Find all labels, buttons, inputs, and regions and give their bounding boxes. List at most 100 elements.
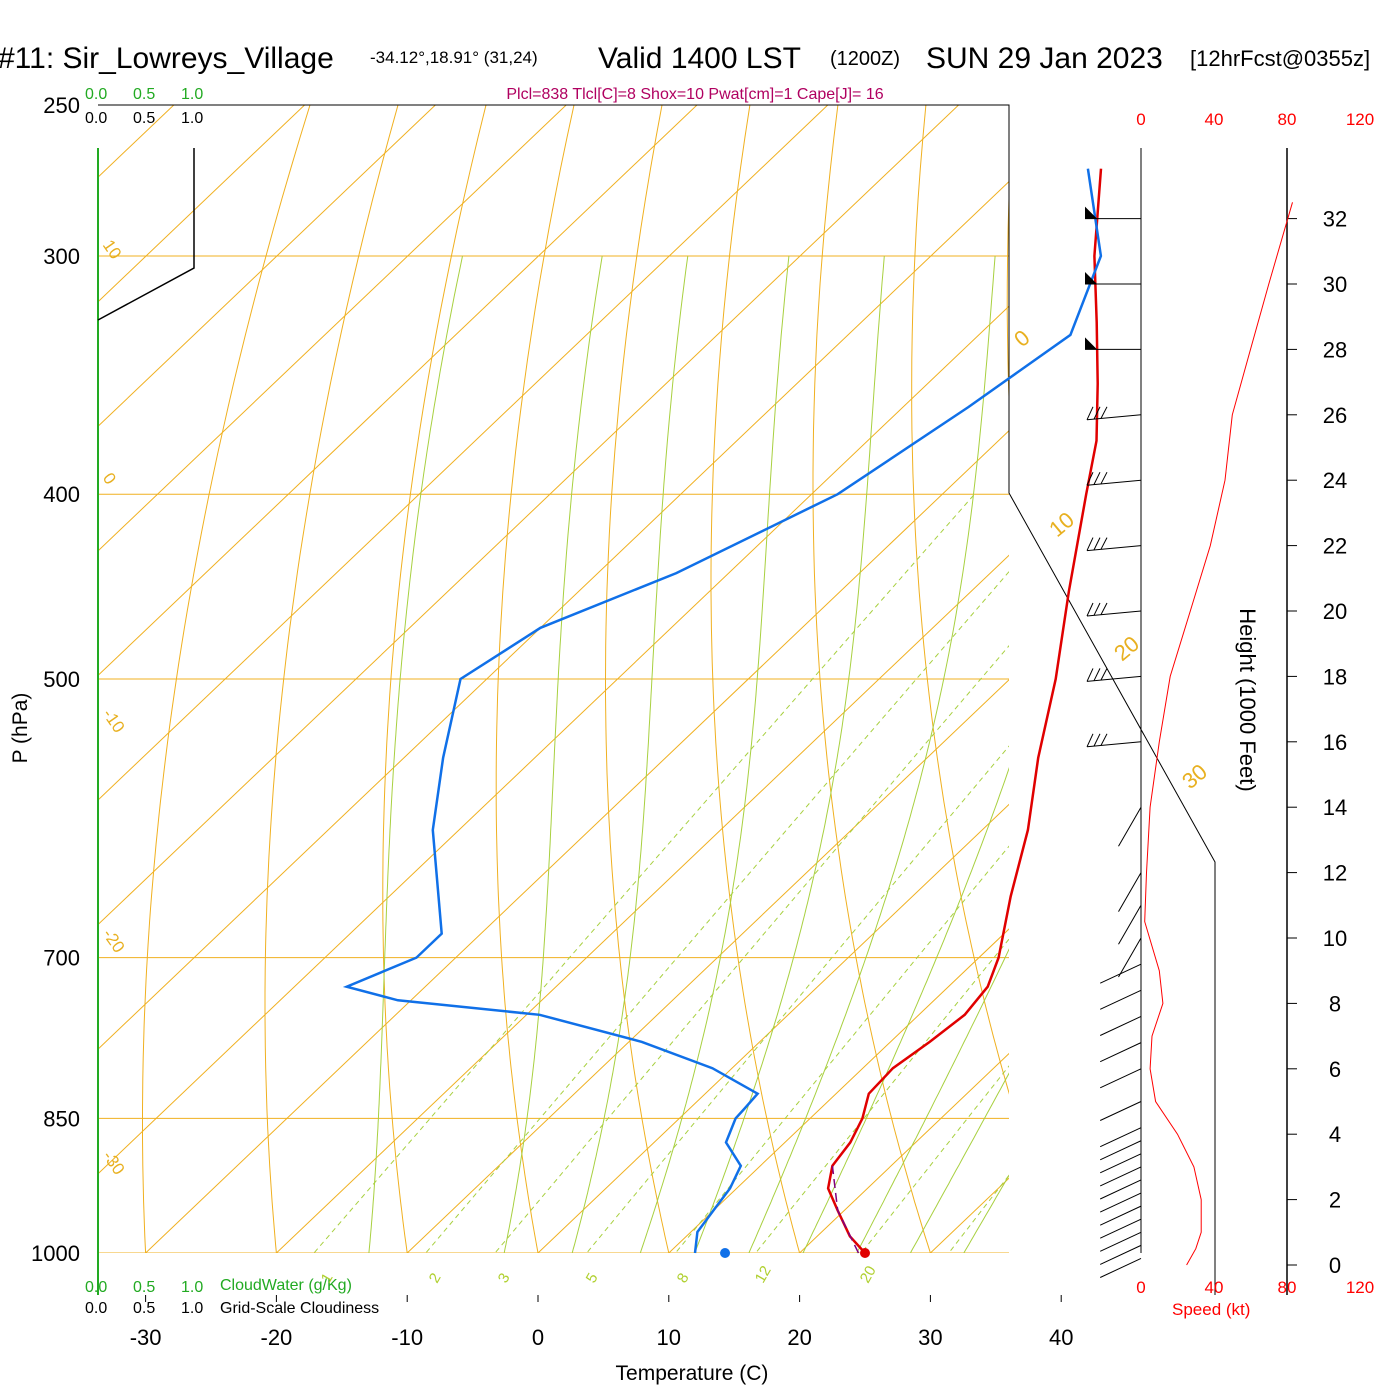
barb-staff (1099, 1016, 1142, 1036)
y-axis-label: P (hPa) (9, 693, 32, 764)
wind-barb (1099, 1244, 1142, 1265)
moist-adiabat (639, 255, 790, 1253)
station-coords: -34.12°,18.91° (31,24) (370, 48, 538, 67)
dry-adiabat-label: 10 (1044, 507, 1079, 542)
sounding-indices: Plcl=838 Tlcl[C]=8 Shox=10 Pwat[cm]=1 Ca… (506, 86, 883, 103)
wind-barb (1099, 1042, 1142, 1063)
moist-adiabat (856, 948, 1009, 1253)
moist-adiabat (909, 1072, 1009, 1253)
barb-staff (1118, 806, 1142, 847)
wind-barb (1118, 937, 1142, 978)
isotherm (98, 180, 1009, 1050)
cloud-scale-bottom: 0.0 0.5 1.0 CloudWater (g/Kg) 0.0 0.5 1.… (85, 1277, 379, 1317)
barb-feather (1100, 668, 1108, 681)
isotherm-label: 0 (99, 469, 120, 488)
mixing-ratio-label: 2 (426, 1270, 445, 1286)
isotherm-label: -30 (99, 1147, 129, 1178)
moist-adiabat (802, 767, 1009, 1253)
barb-staff (1099, 989, 1142, 1010)
isotherm (406, 679, 1009, 1253)
valid-date: SUN 29 Jan 2023 (926, 42, 1163, 75)
height-tick-label: 16 (1323, 730, 1347, 755)
sounding-traces (342, 168, 1103, 1258)
wind-barb (1099, 1140, 1142, 1161)
mixing-ratio-label: 3 (495, 1270, 514, 1286)
barb-feather (1100, 537, 1108, 550)
dry-adiabat (911, 105, 1009, 1095)
isotherm (144, 430, 1009, 1253)
barb-staff (1099, 1205, 1142, 1226)
wind-barb (1118, 872, 1142, 912)
barb-feather (1086, 668, 1094, 682)
temperature-line (826, 168, 1103, 1254)
wind-barb (1086, 471, 1142, 486)
dry-adiabat (1364, 71, 1400, 1293)
pressure-tick-label: 300 (43, 244, 80, 269)
speed-tick-top: 40 (1205, 110, 1224, 129)
barb-staff (1086, 545, 1142, 552)
barb-feather (1093, 602, 1101, 616)
height-tick-label: 14 (1323, 795, 1347, 820)
wind-barb (1099, 1205, 1142, 1226)
barb-feather (1086, 471, 1094, 486)
cloudwater-label: CloudWater (g/Kg) (220, 1277, 352, 1294)
barb-feather (1093, 471, 1101, 485)
wind-barb (1099, 1016, 1142, 1036)
x-tick-label: 10 (657, 1325, 681, 1350)
surface-dewpoint-marker (720, 1248, 731, 1258)
cloud-scale-bottom-black-0: 0.0 (85, 1300, 107, 1317)
wind-barb (1099, 1258, 1142, 1278)
isotherm-label: -10 (99, 705, 129, 736)
x-tick-label: -30 (130, 1325, 162, 1350)
barb-feather (1086, 406, 1094, 421)
height-axis-label: Height (1000 Feet) (1235, 608, 1260, 791)
cloud-scale-top: 0.0 0.5 1.0 0.0 0.5 1.0 (85, 86, 203, 127)
moist-adiabat (963, 1174, 1009, 1253)
dry-adiabat-label: 20 (1109, 631, 1144, 666)
barb-staff (1099, 1068, 1142, 1089)
pressure-tick-label: 500 (43, 667, 80, 692)
pressure-tick-label: 850 (43, 1106, 80, 1131)
height-tick-label: 4 (1329, 1122, 1341, 1147)
pressure-tick-label: 400 (43, 482, 80, 507)
mixing-ratio-line (674, 845, 1009, 1253)
wind-barb (1099, 1101, 1142, 1121)
wind-barb (1086, 537, 1142, 552)
height-tick-label: 12 (1323, 861, 1347, 886)
height-tick-label: 8 (1329, 991, 1341, 1016)
speed-tick-bottom: 40 (1205, 1278, 1224, 1297)
height-tick-label: 26 (1323, 403, 1347, 428)
barb-staff (1099, 1244, 1142, 1265)
moist-adiabat (694, 255, 885, 1253)
wind-barb (1118, 806, 1142, 847)
x-tick-label: 40 (1049, 1325, 1073, 1350)
barb-feather (1086, 537, 1094, 551)
mixing-ratio-line (586, 745, 1009, 1253)
height-tick-label: 10 (1323, 926, 1347, 951)
isotherm (1150, 71, 1400, 1293)
cloud-scale-bottom-green-0: 0.0 (85, 1279, 107, 1296)
cloudiness-label: Grid-Scale Cloudiness (220, 1300, 379, 1317)
wind-barb (1085, 206, 1141, 220)
wind-barb (1086, 602, 1142, 617)
barb-feather (1100, 733, 1108, 746)
isotherm (98, 105, 437, 428)
dry-adiabat (1006, 187, 1009, 410)
speed-label: Speed (kt) (1172, 1300, 1250, 1319)
speed-tick-top: 80 (1278, 110, 1297, 129)
dry-adiabat (382, 105, 487, 1253)
barb-staff (1086, 414, 1142, 421)
dry-adiabat (264, 105, 399, 1253)
barb-feather (1093, 733, 1101, 747)
cloud-scale-bottom-green-2: 1.0 (181, 1279, 203, 1296)
forecast-info: [12hrFcst@0355z] (1190, 46, 1370, 71)
x-tick-label: -10 (391, 1325, 423, 1350)
wind-barb (1099, 989, 1142, 1010)
isotherm-label: 10 (99, 236, 125, 262)
pressure-tick-label: 700 (43, 946, 80, 971)
surface-temperature-marker (860, 1248, 870, 1258)
valid-time: Valid 1400 LST (598, 42, 801, 75)
cloud-scale-bottom-black-2: 1.0 (181, 1300, 203, 1317)
mixing-ratio-label: 12 (752, 1263, 775, 1286)
